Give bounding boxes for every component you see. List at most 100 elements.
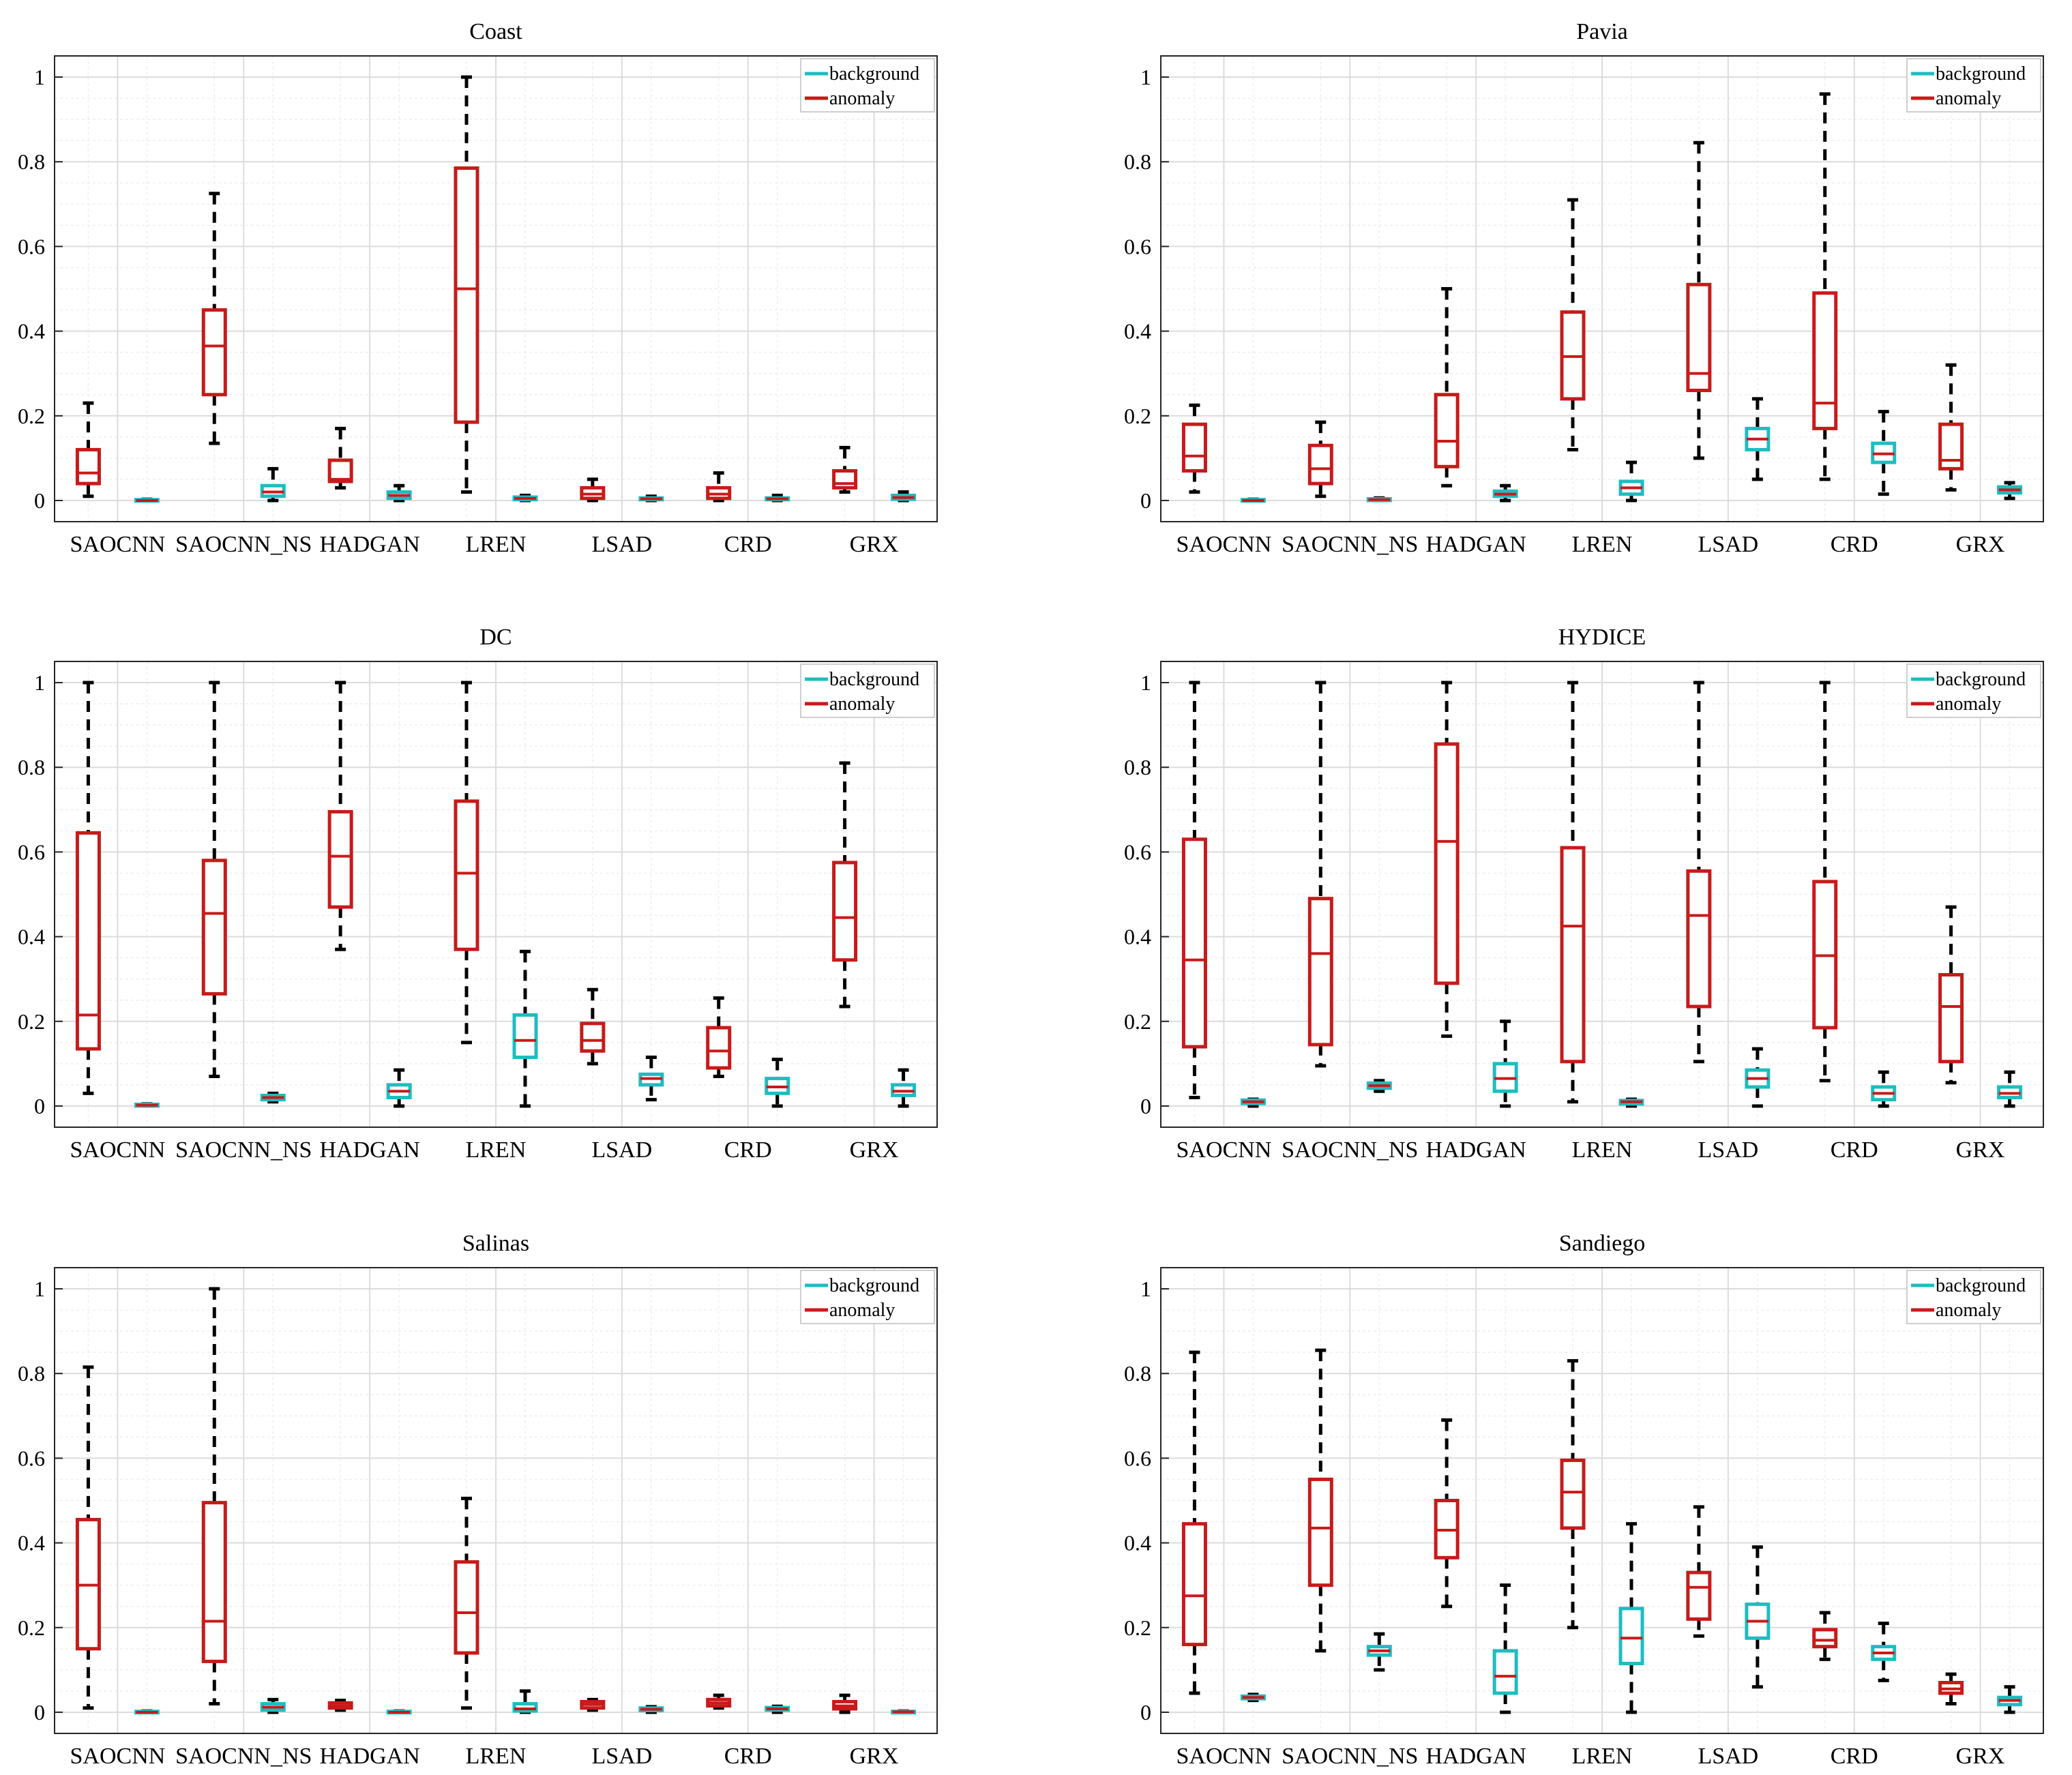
anomaly-box-crd bbox=[706, 1693, 732, 1710]
y-tick-label: 0.8 bbox=[1124, 1361, 1151, 1386]
x-tick-label: CRD bbox=[724, 1744, 772, 1769]
x-tick-label: SAOCNN bbox=[1176, 1744, 1272, 1769]
box-body bbox=[1812, 291, 1838, 430]
y-tick-label: 0 bbox=[34, 1700, 45, 1725]
y-tick-label: 1 bbox=[34, 65, 45, 89]
legend-box bbox=[800, 58, 935, 113]
x-tick-label: LSAD bbox=[1698, 1744, 1758, 1769]
legend-label-background: background bbox=[829, 63, 919, 85]
background-box-saocnn_ns bbox=[1366, 1079, 1392, 1093]
background-box-lren bbox=[1618, 1522, 1644, 1714]
anomaly-box-hadgan bbox=[1434, 681, 1460, 1039]
anomaly-box-saocnn bbox=[75, 401, 101, 498]
x-tick-label: LSAD bbox=[591, 532, 652, 557]
background-box-saocnn_ns bbox=[260, 466, 286, 503]
y-tick-label: 0.2 bbox=[18, 404, 45, 428]
box-body bbox=[832, 861, 858, 962]
x-tick-label: SAOCNN_NS bbox=[175, 532, 312, 557]
box-body bbox=[454, 166, 479, 424]
y-tick-label: 0.2 bbox=[18, 1615, 45, 1640]
anomaly-box-saocnn bbox=[1181, 1350, 1207, 1695]
legend: background anomaly bbox=[1906, 663, 2041, 718]
legend-box bbox=[800, 663, 935, 718]
chart-title: Pavia bbox=[1576, 19, 1628, 44]
y-tick-label: 1 bbox=[1140, 65, 1151, 89]
background-box-saocnn bbox=[134, 1102, 160, 1108]
background-box-grx bbox=[1997, 1070, 2023, 1108]
background-box-lsad bbox=[638, 1056, 664, 1102]
x-tick-label: HADGAN bbox=[319, 1744, 419, 1769]
box-body bbox=[1434, 393, 1460, 468]
x-tick-label: GRX bbox=[1956, 1137, 2005, 1163]
x-tick-label: LREN bbox=[1572, 1137, 1633, 1163]
x-tick-label: CRD bbox=[1831, 1137, 1878, 1163]
box-body bbox=[1307, 443, 1333, 486]
x-tick-label: GRX bbox=[1956, 532, 2005, 557]
legend-box bbox=[1906, 1270, 2041, 1324]
legend: background anomaly bbox=[800, 663, 935, 718]
legend-label-anomaly: anomaly bbox=[829, 88, 895, 109]
background-box-saocnn_ns bbox=[260, 1697, 286, 1714]
anomaly-box-saocnn_ns bbox=[201, 1287, 227, 1706]
x-tick-label: SAOCNN_NS bbox=[175, 1744, 312, 1769]
chart-title: Coast bbox=[469, 19, 522, 44]
box-body bbox=[201, 859, 227, 996]
anomaly-box-saocnn_ns bbox=[1307, 1348, 1333, 1653]
box-body bbox=[1307, 1477, 1333, 1587]
box-body bbox=[1434, 742, 1460, 985]
anomaly-box-lsad bbox=[580, 477, 606, 503]
box-body bbox=[1686, 1570, 1712, 1621]
x-tick-label: GRX bbox=[850, 532, 899, 557]
background-box-hadgan bbox=[1492, 1583, 1518, 1714]
background-box-saocnn_ns bbox=[1366, 496, 1392, 503]
y-tick-label: 0.8 bbox=[18, 755, 45, 779]
x-tick-label: LSAD bbox=[591, 1744, 652, 1769]
chart-title: Sandiego bbox=[1559, 1231, 1646, 1256]
background-box-grx bbox=[1997, 481, 2023, 501]
axes-frame bbox=[1160, 1267, 2044, 1734]
background-box-crd bbox=[765, 494, 790, 503]
y-tick-label: 0.6 bbox=[18, 234, 45, 258]
x-tick-label: SAOCNN_NS bbox=[1282, 1137, 1418, 1163]
background-box-grx bbox=[891, 1709, 917, 1715]
background-box-lsad bbox=[638, 1705, 664, 1714]
box-body bbox=[1560, 1459, 1586, 1530]
legend-label-anomaly: anomaly bbox=[1936, 88, 2001, 109]
y-tick-label: 0 bbox=[1140, 488, 1151, 513]
x-tick-label: HADGAN bbox=[319, 532, 419, 557]
y-tick-label: 0.6 bbox=[1124, 234, 1151, 258]
x-tick-label: HADGAN bbox=[1425, 1137, 1526, 1163]
x-tick-label: SAOCNN bbox=[70, 1744, 166, 1769]
background-box-hadgan bbox=[1492, 483, 1518, 503]
anomaly-box-lren bbox=[1560, 198, 1586, 451]
y-tick-label: 0.8 bbox=[1124, 755, 1151, 779]
anomaly-box-saocnn_ns bbox=[1307, 681, 1333, 1068]
chart-title: Salinas bbox=[462, 1231, 529, 1256]
x-tick-label: LREN bbox=[466, 1137, 527, 1163]
axes-frame bbox=[54, 55, 938, 522]
box-body bbox=[75, 831, 101, 1051]
x-tick-label: CRD bbox=[724, 1137, 772, 1163]
box-body bbox=[832, 468, 858, 490]
box-body bbox=[1686, 869, 1712, 1009]
box-body bbox=[1181, 837, 1207, 1049]
anomaly-box-grx bbox=[1938, 905, 1964, 1085]
legend: background anomaly bbox=[800, 1270, 935, 1324]
box-body bbox=[1307, 897, 1333, 1047]
anomaly-box-saocnn_ns bbox=[1307, 420, 1333, 498]
box-body bbox=[1181, 1522, 1207, 1647]
panel-dc: 0 0.2 0.4 0.6 0.8 1 SAOCNN SAOCNN_NS HADGAN LREN L… bbox=[18, 625, 938, 1163]
x-tick-label: SAOCNN bbox=[1176, 1137, 1272, 1163]
box-body bbox=[706, 1026, 732, 1070]
background-box-lsad bbox=[638, 494, 664, 503]
background-box-lsad bbox=[1745, 397, 1771, 481]
background-box-hadgan bbox=[386, 483, 412, 503]
chart-title: HYDICE bbox=[1558, 625, 1646, 650]
x-tick-label: SAOCNN bbox=[70, 1137, 166, 1163]
axes-frame bbox=[1160, 661, 2044, 1128]
y-tick-label: 0.4 bbox=[1124, 1531, 1151, 1555]
x-tick-label: SAOCNN bbox=[1176, 532, 1272, 557]
chart-title: DC bbox=[479, 625, 512, 650]
legend-label-background: background bbox=[1936, 1275, 2026, 1296]
